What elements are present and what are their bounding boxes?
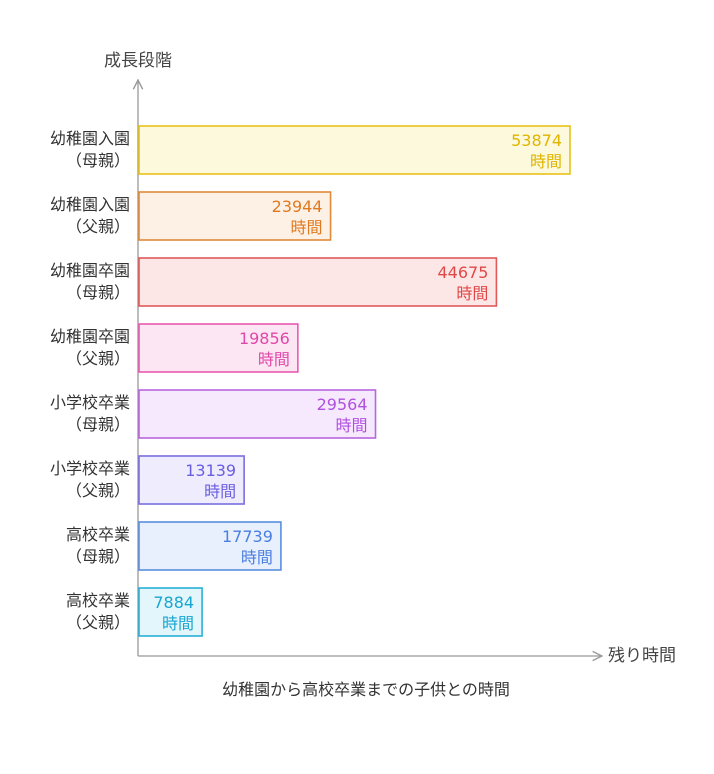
category-label: 幼稚園卒園 [50, 327, 130, 346]
bar-7 [138, 587, 203, 637]
bar-unit-label: 時間 [456, 284, 488, 303]
bar-unit-label: 時間 [291, 218, 323, 237]
category-sublabel: （父親） [66, 613, 130, 632]
category-label: 高校卒業 [66, 591, 130, 610]
bar-unit-label: 時間 [162, 614, 194, 633]
bar-value-label: 13139 [185, 461, 236, 480]
bar-value-label: 44675 [438, 263, 489, 282]
bar-unit-label: 時間 [336, 416, 368, 435]
bar-6 [138, 521, 282, 571]
category-label: 小学校卒業 [50, 459, 130, 478]
bar-unit-label: 時間 [258, 350, 290, 369]
bar-value-label: 23944 [272, 197, 323, 216]
bar-4 [138, 389, 377, 439]
bar-value-label: 7884 [153, 593, 194, 612]
bar-value-label: 29564 [317, 395, 368, 414]
bar-1 [138, 191, 332, 241]
y-axis-label: 成長段階 [104, 51, 172, 71]
bar-unit-label: 時間 [204, 482, 236, 501]
bar-value-label: 53874 [511, 131, 562, 150]
category-sublabel: （父親） [66, 349, 130, 368]
category-sublabel: （母親） [66, 547, 130, 566]
bar-3 [138, 323, 299, 373]
category-sublabel: （母親） [66, 283, 130, 302]
bar-2 [138, 257, 498, 307]
category-label: 小学校卒業 [50, 393, 130, 412]
category-sublabel: （父親） [66, 217, 130, 236]
bars-group: 53874時間幼稚園入園（母親）23944時間幼稚園入園（父親）44675時間幼… [50, 125, 571, 637]
bar-value-label: 19856 [239, 329, 290, 348]
category-label: 高校卒業 [66, 525, 130, 544]
category-label: 幼稚園入園 [50, 195, 130, 214]
bar-0 [138, 125, 571, 175]
bar-value-label: 17739 [222, 527, 273, 546]
chart-caption: 幼稚園から高校卒業までの子供との時間 [222, 680, 510, 699]
bar-unit-label: 時間 [241, 548, 273, 567]
bar-unit-label: 時間 [530, 152, 562, 171]
category-sublabel: （母親） [66, 151, 130, 170]
x-axis-label: 残り時間 [608, 646, 676, 666]
category-label: 幼稚園卒園 [50, 261, 130, 280]
category-sublabel: （母親） [66, 415, 130, 434]
category-sublabel: （父親） [66, 481, 130, 500]
category-label: 幼稚園入園 [50, 129, 130, 148]
bar-5 [138, 455, 245, 505]
